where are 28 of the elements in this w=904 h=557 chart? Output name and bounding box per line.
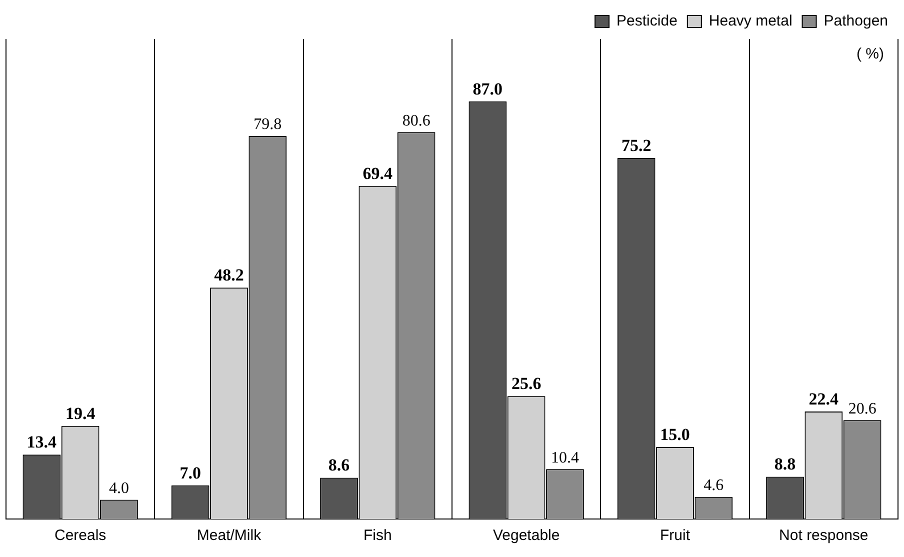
data-label: 4.6 <box>704 477 724 494</box>
data-label: 10.4 <box>550 449 579 466</box>
data-label: 20.6 <box>848 400 876 418</box>
x-tick-label: Meat/Milk <box>196 527 262 544</box>
data-label: 4.0 <box>108 480 129 498</box>
data-label: 80.6 <box>402 112 430 130</box>
data-label: 22.4 <box>808 389 840 408</box>
x-tick-label: Not response <box>779 527 868 544</box>
text: ( %) <box>856 46 884 63</box>
data-label: 25.6 <box>511 374 542 394</box>
data-label: 19.4 <box>65 404 96 423</box>
data-label: 75.2 <box>621 136 652 155</box>
data-label: 8.8 <box>774 454 796 474</box>
data-label: 8.6 <box>328 456 350 475</box>
data-label: 48.2 <box>214 266 244 285</box>
legend-label: Pathogen <box>824 12 888 30</box>
data-label: 69.4 <box>362 164 394 183</box>
legend-label: Pesticide <box>616 12 678 30</box>
data-label: 79.8 <box>254 116 282 134</box>
x-tick-label: Cereals <box>54 527 106 544</box>
x-tick-label: Fruit <box>660 527 691 544</box>
x-tick-label: Fish <box>363 527 392 544</box>
data-label: 15.0 <box>660 424 690 444</box>
data-label: 7.0 <box>180 463 201 482</box>
data-label: 13.4 <box>26 432 58 452</box>
legend-label: Heavy metal <box>708 12 792 30</box>
data-label: 87.0 <box>472 79 503 98</box>
x-tick-label: Vegetable <box>492 527 560 544</box>
